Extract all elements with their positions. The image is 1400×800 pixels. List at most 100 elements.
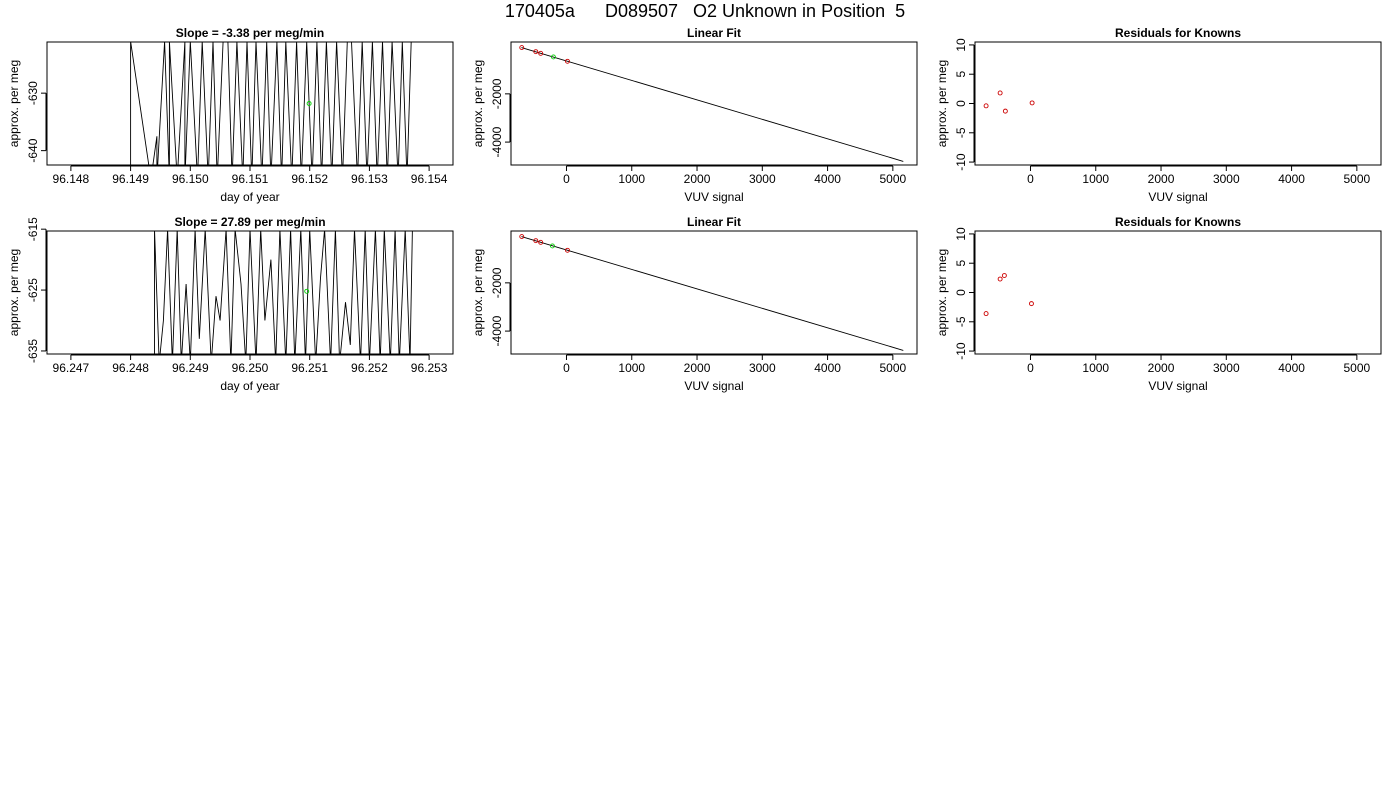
plot-data xyxy=(154,231,413,354)
x-axis-label: VUV signal xyxy=(1148,379,1207,393)
x-tick-label: 1000 xyxy=(1082,361,1109,375)
x-tick-label: 5000 xyxy=(879,172,906,186)
chart-title: Slope = 27.89 per meg/min xyxy=(174,215,325,229)
y-tick-label: -4000 xyxy=(490,126,504,157)
known-point xyxy=(983,311,989,317)
plot-frame xyxy=(46,41,454,166)
x-tick-label: 3000 xyxy=(1213,172,1240,186)
chart-title: Linear Fit xyxy=(687,215,741,229)
y-tick-label: -4000 xyxy=(490,315,504,346)
plot-frame xyxy=(510,41,918,166)
unknown-point xyxy=(549,243,555,249)
y-tick-label: -635 xyxy=(26,339,40,363)
x-tick-label: 4000 xyxy=(1278,361,1305,375)
y-tick-label: -5 xyxy=(954,316,968,327)
plot-frame xyxy=(510,230,918,355)
plot-data xyxy=(519,234,904,351)
x-tick-label: 4000 xyxy=(814,361,841,375)
x-tick-label: 0 xyxy=(1027,361,1034,375)
chart-panel-slope1: Slope = -3.38 per meg/min 96.148 96.149 96.… xyxy=(7,26,454,204)
y-tick-label: 10 xyxy=(954,38,968,52)
known-point xyxy=(1002,108,1008,114)
x-tick-label: 1000 xyxy=(1082,172,1109,186)
x-tick-label: 3000 xyxy=(749,172,776,186)
y-tick-label: -625 xyxy=(26,278,40,302)
x-tick-label: 3000 xyxy=(749,361,776,375)
y-tick-label: -10 xyxy=(954,153,968,171)
y-tick-label: 5 xyxy=(954,260,968,267)
y-tick-label: -5 xyxy=(954,127,968,138)
chart-panel-fit1: Linear Fit 0 1000 2000 3000 4000 5000 -4000 -200… xyxy=(471,26,918,204)
y-tick-label: 0 xyxy=(954,289,968,296)
y-tick-label: -10 xyxy=(954,342,968,360)
x-axis-label: VUV signal xyxy=(684,190,743,204)
y-tick-label: 0 xyxy=(954,100,968,107)
plot-data xyxy=(983,90,1035,114)
x-tick-label: 96.151 xyxy=(232,172,269,186)
x-tick-label: 2000 xyxy=(1148,361,1175,375)
known-point xyxy=(533,49,539,55)
x-tick-label: 96.250 xyxy=(232,361,269,375)
fit-line xyxy=(521,236,904,351)
x-tick-label: 2000 xyxy=(684,172,711,186)
chart-title: Residuals for Knowns xyxy=(1115,26,1241,40)
y-axis-label: approx. per meg xyxy=(935,249,949,336)
chart-panel-slope2: Slope = 27.89 per meg/min 96.247 96.248 96.… xyxy=(7,215,454,393)
unknown-marker xyxy=(304,288,310,294)
known-point xyxy=(997,90,1003,96)
known-point xyxy=(565,247,570,253)
y-axis-label: approx. per meg xyxy=(471,60,485,147)
chart-title: Linear Fit xyxy=(687,26,741,40)
x-tick-label: 96.154 xyxy=(411,172,448,186)
known-point xyxy=(538,50,544,56)
y-tick-label: -2000 xyxy=(490,78,504,109)
x-tick-label: 2000 xyxy=(1148,172,1175,186)
x-tick-label: 96.149 xyxy=(112,172,149,186)
x-tick-label: 96.253 xyxy=(411,361,448,375)
x-tick-label: 5000 xyxy=(1343,361,1370,375)
chart-panel-resid2: Residuals for Knowns 0 1000 2000 3000 4000 500… xyxy=(935,215,1382,393)
unknown-point xyxy=(550,54,556,60)
x-tick-label: 96.153 xyxy=(351,172,388,186)
x-tick-label: 96.252 xyxy=(351,361,388,375)
x-tick-label: 0 xyxy=(563,172,570,186)
series-line xyxy=(154,231,413,354)
known-point xyxy=(565,58,570,64)
x-tick-label: 3000 xyxy=(1213,361,1240,375)
x-tick-label: 96.247 xyxy=(53,361,90,375)
x-tick-label: 96.148 xyxy=(53,172,90,186)
known-point xyxy=(1029,301,1034,307)
x-axis-label: VUV signal xyxy=(1148,190,1207,204)
plot-frame xyxy=(974,41,1382,166)
x-axis-label: VUV signal xyxy=(684,379,743,393)
plot-data xyxy=(130,42,412,165)
y-tick-label: -630 xyxy=(26,81,40,105)
x-tick-label: 4000 xyxy=(1278,172,1305,186)
x-tick-label: 5000 xyxy=(879,361,906,375)
x-tick-label: 96.152 xyxy=(291,172,328,186)
known-point xyxy=(519,45,525,50)
x-tick-label: 96.251 xyxy=(291,361,328,375)
y-tick-label: -615 xyxy=(26,217,40,241)
y-tick-label: -2000 xyxy=(490,267,504,298)
plot-frame xyxy=(974,230,1382,355)
known-point xyxy=(533,238,539,244)
x-tick-label: 96.249 xyxy=(172,361,209,375)
y-tick-label: 10 xyxy=(954,227,968,241)
fit-line xyxy=(521,47,904,162)
x-axis-label: day of year xyxy=(220,379,279,393)
known-point xyxy=(983,103,989,109)
y-axis-label: approx. per meg xyxy=(471,249,485,336)
plot-frame xyxy=(46,230,454,355)
y-axis-label: approx. per meg xyxy=(7,60,21,147)
known-point xyxy=(1029,100,1035,106)
chart-title: Slope = -3.38 per meg/min xyxy=(176,26,324,40)
known-point xyxy=(519,234,525,239)
x-tick-label: 4000 xyxy=(814,172,841,186)
known-point xyxy=(1001,273,1007,278)
y-axis-label: approx. per meg xyxy=(7,249,21,336)
series-line xyxy=(130,42,412,165)
x-tick-label: 1000 xyxy=(618,172,645,186)
x-tick-label: 0 xyxy=(563,361,570,375)
x-tick-label: 96.150 xyxy=(172,172,209,186)
